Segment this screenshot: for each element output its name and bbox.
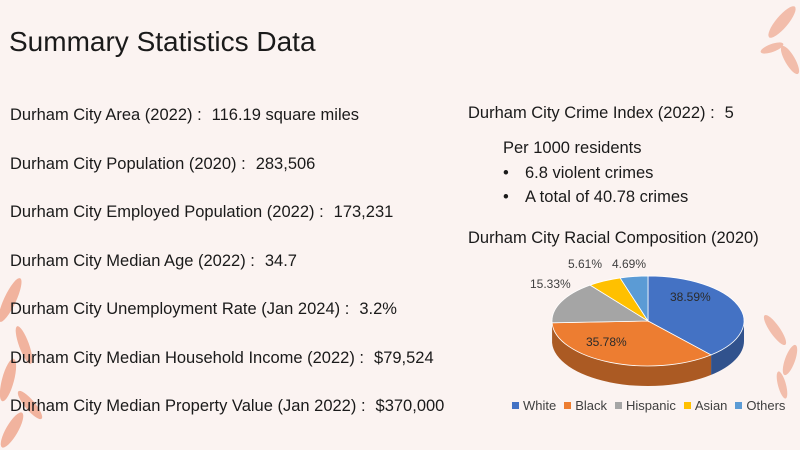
- crime-per-text: Per 1000 residents: [503, 139, 642, 157]
- data-label-hispanic: 15.33%: [530, 277, 571, 291]
- pie-slice-side-black: [552, 322, 712, 386]
- bullet-text: 6.8 violent crimes: [525, 164, 654, 182]
- stat-row-employed: Durham City Employed Population (2022) :…: [10, 203, 444, 252]
- pie-slice-others: [619, 275, 649, 323]
- pie-slice-white: [647, 275, 745, 356]
- legend-label: Black: [575, 398, 608, 413]
- bullet-icon: •: [503, 188, 509, 206]
- stat-label: Durham City Median Household Income (202…: [10, 348, 365, 367]
- stats-list: Durham City Area (2022) : 116.19 square m…: [10, 106, 444, 446]
- stat-value: 34.7: [264, 251, 297, 270]
- data-label-others: 4.69%: [612, 257, 646, 271]
- stat-row-unemployment: Durham City Unemployment Rate (Jan 2024)…: [10, 300, 444, 349]
- legend-item-black: Black: [564, 398, 607, 413]
- stat-value: $370,000: [375, 397, 445, 415]
- chart-title: Durham City Racial Composition (2020): [468, 229, 759, 247]
- data-label-black: 35.78%: [586, 335, 627, 349]
- legend-item-hispanic: Hispanic: [615, 398, 676, 413]
- legend-item-white: White: [512, 398, 556, 413]
- stat-row-population: Durham City Population (2020) : 283,506: [10, 155, 444, 204]
- crime-value: 5: [724, 104, 734, 122]
- data-label-asian: 5.61%: [568, 257, 602, 271]
- legend-swatch: [735, 402, 743, 409]
- stat-row-median-age: Durham City Median Age (2022) : 34.7: [10, 252, 444, 301]
- legend-item-others: Others: [735, 398, 785, 413]
- bullet-icon: •: [503, 164, 509, 182]
- stat-value: $79,524: [374, 348, 434, 367]
- stat-label: Durham City Median Property Value (Jan 2…: [10, 397, 366, 415]
- chart-legend: White Black Hispanic Asian Others: [512, 398, 785, 413]
- pie-slice-side-white: [711, 321, 744, 375]
- stat-label: Durham City Population (2020) :: [10, 154, 246, 173]
- pie-slice-hispanic: [551, 284, 650, 324]
- stat-label: Durham City Median Age (2022) :: [10, 251, 255, 270]
- data-label-white: 38.59%: [670, 290, 711, 304]
- stat-label: Durham City Area (2022) :: [10, 106, 202, 124]
- legend-label: Hispanic: [626, 398, 676, 413]
- stat-row-area: Durham City Area (2022) : 116.19 square m…: [10, 106, 444, 155]
- list-item: • 6.8 violent crimes: [503, 164, 688, 188]
- legend-swatch: [683, 402, 691, 409]
- stat-value: 3.2%: [359, 300, 397, 318]
- stat-value: 173,231: [333, 203, 394, 221]
- crime-label: Durham City Crime Index (2022) :: [468, 104, 715, 122]
- legend-label: White: [523, 398, 557, 413]
- legend-label: Others: [746, 398, 786, 413]
- stat-label: Durham City Employed Population (2022) :: [10, 203, 324, 221]
- page-title: Summary Statistics Data: [9, 26, 316, 57]
- stat-value: 283,506: [255, 154, 316, 173]
- crime-index: Durham City Crime Index (2022) : 5: [468, 104, 734, 123]
- pie-slice-black: [551, 320, 713, 367]
- stat-value: 116.19 square miles: [211, 106, 360, 124]
- legend-item-asian: Asian: [683, 398, 728, 413]
- legend-label: Asian: [694, 398, 728, 413]
- legend-swatch: [512, 402, 519, 409]
- legend-swatch: [615, 402, 623, 409]
- list-item: • A total of 40.78 crimes: [503, 188, 688, 212]
- stat-label: Durham City Unemployment Rate (Jan 2024)…: [10, 300, 350, 318]
- stat-row-property: Durham City Median Property Value (Jan 2…: [10, 397, 444, 446]
- legend-swatch: [564, 402, 572, 409]
- crime-bullets: • 6.8 violent crimes • A total of 40.78 cr…: [503, 164, 688, 212]
- bullet-text: A total of 40.78 crimes: [525, 188, 689, 206]
- stat-row-income: Durham City Median Household Income (202…: [10, 349, 444, 398]
